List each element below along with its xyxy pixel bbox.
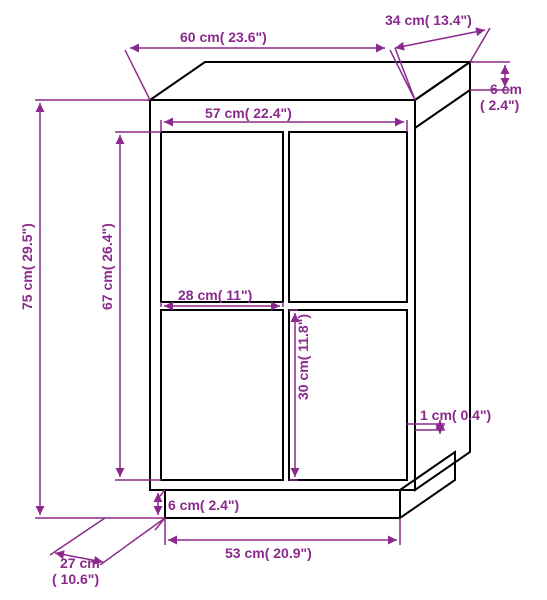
label-base-height: 6 cm( 2.4") [168,497,239,513]
label-depth: 34 cm( 13.4") [385,12,472,28]
label-base-width: 53 cm( 20.9") [225,545,312,561]
label-top-thickness: 6 cm ( 2.4") [480,81,526,113]
dimension-labels: 60 cm( 23.6") 34 cm( 13.4") 6 cm ( 2.4")… [19,12,526,587]
label-half-width: 28 cm( 11") [178,287,252,303]
label-base-depth: 27 cm ( 10.6") [52,555,104,587]
label-height-total: 75 cm( 29.5") [19,223,35,310]
dimension-diagram: 60 cm( 23.6") 34 cm( 13.4") 6 cm ( 2.4")… [0,0,547,600]
label-gap: 1 cm( 0.4") [420,407,491,423]
label-door-height: 67 cm( 26.4") [99,223,115,310]
label-width-top: 60 cm( 23.6") [180,29,267,45]
label-half-height: 30 cm( 11.8") [295,314,311,400]
label-door-width: 57 cm( 22.4") [205,105,292,121]
